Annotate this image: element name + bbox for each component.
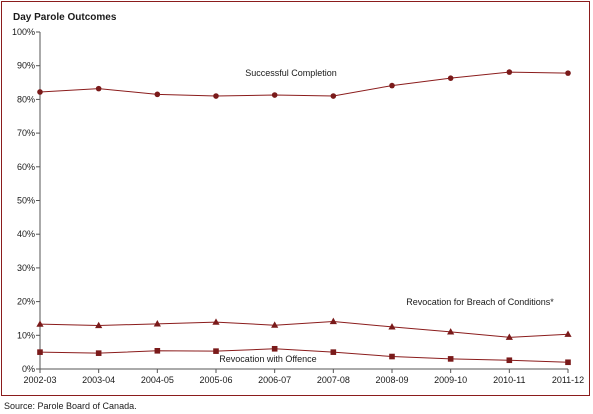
x-tick-label: 2010-11 bbox=[493, 375, 525, 385]
series-line bbox=[39, 320, 569, 338]
y-tick-label: 80% bbox=[17, 94, 35, 104]
data-point bbox=[447, 356, 454, 362]
source-note: Source: Parole Board of Canada. bbox=[4, 401, 137, 411]
y-tick-label: 70% bbox=[17, 128, 35, 138]
series-label-revocation-breach: Revocation for Breach of Conditions* bbox=[406, 297, 554, 307]
data-point bbox=[271, 321, 279, 328]
x-tick-label: 2002-03 bbox=[23, 375, 56, 385]
chart-frame: Day Parole Outcomes bbox=[1, 1, 590, 396]
data-point bbox=[36, 320, 44, 327]
data-point bbox=[447, 75, 454, 81]
data-point bbox=[37, 349, 43, 355]
series-label-successful-completion: Successful Completion bbox=[245, 68, 337, 78]
y-tick-label: 100% bbox=[12, 27, 35, 37]
y-tick-label: 60% bbox=[17, 162, 35, 172]
chart-title: Day Parole Outcomes bbox=[13, 12, 117, 23]
x-tick-label: 2008-09 bbox=[375, 375, 408, 385]
data-point bbox=[389, 82, 395, 89]
y-tick-label: 40% bbox=[17, 229, 35, 239]
y-tick-label: 30% bbox=[17, 263, 35, 273]
x-tick-label: 2009-10 bbox=[434, 375, 467, 385]
data-point bbox=[330, 93, 337, 99]
data-point bbox=[95, 321, 103, 329]
y-tick-label: 0% bbox=[22, 364, 35, 374]
x-tick-label: 2003-04 bbox=[82, 375, 115, 385]
data-point bbox=[95, 85, 102, 92]
data-point bbox=[564, 330, 572, 337]
y-tick-label: 90% bbox=[17, 61, 35, 71]
series-revocation-breach bbox=[36, 317, 572, 340]
y-tick-label: 20% bbox=[17, 297, 35, 307]
data-point bbox=[565, 359, 571, 366]
x-tick-label: 2011-12 bbox=[552, 375, 584, 385]
data-point bbox=[506, 357, 513, 364]
series-line bbox=[39, 71, 569, 97]
x-tick-label: 2004-05 bbox=[141, 375, 174, 385]
data-point bbox=[389, 353, 395, 360]
data-point bbox=[271, 345, 278, 352]
data-point bbox=[565, 70, 571, 76]
data-point bbox=[271, 92, 278, 98]
data-point bbox=[505, 333, 513, 340]
data-point bbox=[330, 349, 337, 355]
data-point bbox=[154, 348, 161, 354]
data-point bbox=[37, 89, 43, 95]
series-revocation-offence bbox=[37, 345, 571, 366]
series-line bbox=[39, 348, 569, 363]
x-tick-label: 2006-07 bbox=[258, 375, 291, 385]
x-tick-label: 2007-08 bbox=[317, 375, 350, 385]
data-point bbox=[329, 317, 337, 325]
data-point bbox=[213, 93, 219, 99]
data-point bbox=[506, 69, 513, 75]
data-point bbox=[212, 318, 220, 325]
data-point bbox=[213, 348, 219, 354]
y-tick-label: 50% bbox=[17, 196, 35, 206]
data-point bbox=[153, 320, 161, 327]
series-successful-completion bbox=[37, 69, 571, 99]
data-point bbox=[388, 323, 396, 330]
x-tick-label: 2005-06 bbox=[199, 375, 232, 385]
series-label-revocation-offence: Revocation with Offence bbox=[219, 354, 316, 364]
data-point bbox=[95, 350, 102, 356]
y-tick-label: 10% bbox=[17, 330, 35, 340]
data-point bbox=[154, 91, 161, 98]
data-point bbox=[447, 328, 455, 335]
